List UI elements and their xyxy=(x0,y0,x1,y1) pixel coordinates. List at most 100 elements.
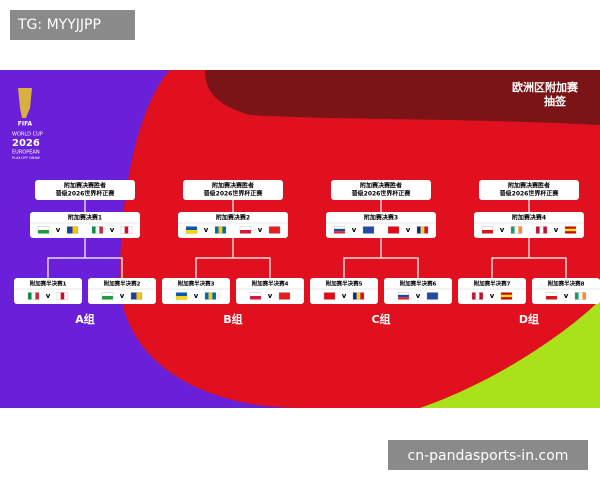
flag-border xyxy=(564,226,577,234)
final-title: 附加赛决赛4 xyxy=(512,214,546,222)
flag-border xyxy=(268,226,281,234)
winner-text: 附加赛决赛胜者 xyxy=(64,182,106,190)
semi-title: 附加赛半决赛4 xyxy=(252,280,289,288)
flag-border xyxy=(397,292,410,300)
flag xyxy=(64,292,68,300)
flag xyxy=(356,292,361,300)
flag xyxy=(250,296,261,300)
flag-border xyxy=(204,292,217,300)
flag xyxy=(546,296,557,300)
versus: v xyxy=(490,292,495,300)
flag xyxy=(205,292,209,300)
flag-border xyxy=(91,226,104,234)
flag xyxy=(479,292,483,300)
flag xyxy=(99,226,103,234)
winner-box xyxy=(479,180,579,200)
flag xyxy=(501,292,512,295)
flag-border xyxy=(37,226,50,234)
versus: v xyxy=(406,226,411,234)
versus: v xyxy=(500,226,505,234)
winner-text: 晋级2026世界杯正赛 xyxy=(56,190,116,198)
flag-border xyxy=(352,292,365,300)
flag-border xyxy=(426,292,439,300)
flag-border xyxy=(56,292,69,300)
flag xyxy=(102,296,113,300)
footer-box xyxy=(388,440,588,470)
dark-band xyxy=(205,70,600,125)
flag-border xyxy=(323,292,336,300)
flag-border xyxy=(510,226,523,234)
flag-border xyxy=(500,292,513,300)
flag xyxy=(222,226,226,234)
flag-border xyxy=(481,226,494,234)
flag-border xyxy=(120,226,133,234)
flag-border xyxy=(387,226,400,234)
flag xyxy=(398,292,409,295)
flag xyxy=(176,296,187,300)
semi-title: 附加赛半决赛7 xyxy=(474,280,511,288)
flag xyxy=(240,230,251,234)
flag xyxy=(334,226,345,229)
flag xyxy=(121,226,125,234)
group-label: C组 xyxy=(371,312,390,326)
winner-box xyxy=(35,180,135,200)
flag-border xyxy=(362,226,375,234)
subtitle: 抽签 xyxy=(544,94,567,108)
flag xyxy=(539,226,544,234)
final-box xyxy=(474,212,584,238)
winner-box xyxy=(183,180,283,200)
flag xyxy=(482,226,493,230)
semi-title: 附加赛半决赛6 xyxy=(400,280,437,288)
flag xyxy=(186,226,197,230)
flag xyxy=(38,226,49,230)
flag xyxy=(31,292,36,300)
bracket-line xyxy=(343,200,419,278)
flag xyxy=(176,292,187,296)
semi-title: 附加赛半决赛1 xyxy=(30,280,67,288)
versus: v xyxy=(416,292,421,300)
flag xyxy=(388,226,399,234)
versus: v xyxy=(120,292,125,300)
flag-border xyxy=(535,226,548,234)
flag xyxy=(60,292,65,300)
flag xyxy=(420,226,425,234)
trophy xyxy=(18,88,32,118)
semi-title: 附加赛半决赛8 xyxy=(548,280,585,288)
flag xyxy=(240,226,251,230)
logo-line: PLAY-OFF DRAW xyxy=(12,156,40,160)
winner-text: 附加赛决赛胜者 xyxy=(212,182,254,190)
flag xyxy=(92,226,96,234)
flag xyxy=(102,292,113,296)
versus: v xyxy=(110,226,115,234)
flag xyxy=(218,226,223,234)
flag xyxy=(565,231,576,234)
final-box xyxy=(178,212,288,238)
versus: v xyxy=(342,292,347,300)
group-label: D组 xyxy=(519,312,539,326)
red-shape xyxy=(120,70,600,408)
flag xyxy=(565,226,576,229)
flag xyxy=(511,226,515,234)
flag xyxy=(128,226,132,234)
versus: v xyxy=(56,226,61,234)
winner-box xyxy=(331,180,431,200)
flag xyxy=(95,226,100,234)
flag xyxy=(514,226,519,234)
flag xyxy=(334,231,345,234)
flag xyxy=(269,226,280,234)
versus: v xyxy=(258,226,263,234)
title: 欧洲区附加赛 xyxy=(512,80,579,94)
semi-title: 附加赛半决赛5 xyxy=(326,280,363,288)
flag xyxy=(501,294,512,298)
flag-border xyxy=(175,292,188,300)
flag xyxy=(582,292,586,300)
flag xyxy=(472,292,476,300)
flag xyxy=(279,292,290,300)
versus: v xyxy=(352,226,357,234)
bracket-line xyxy=(195,200,271,278)
flag xyxy=(38,230,49,234)
flag xyxy=(72,226,78,234)
flag-border xyxy=(130,292,143,300)
flag xyxy=(212,292,216,300)
flag xyxy=(543,226,547,234)
